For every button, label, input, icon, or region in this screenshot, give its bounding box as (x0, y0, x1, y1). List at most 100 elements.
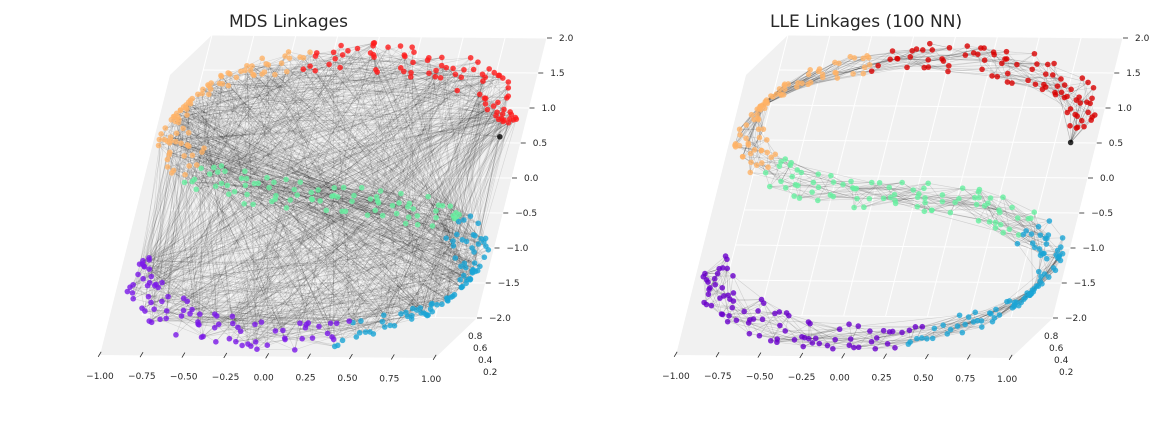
linkage (244, 171, 331, 324)
mds-plot-3d: −1.00 −0.75 −0.50 −0.25 0.00 0.25 0.50 0.75 1.00… (86, 34, 573, 385)
linkage (221, 165, 462, 288)
data-point (892, 200, 899, 207)
linkage (869, 330, 890, 333)
linkage (173, 170, 291, 201)
linkage (759, 335, 805, 338)
linkage (745, 138, 762, 151)
data-point (471, 249, 477, 255)
data-point (906, 327, 913, 334)
linkage (340, 67, 503, 79)
linkage (274, 74, 343, 212)
data-point (173, 130, 180, 137)
data-point (736, 142, 743, 149)
linkage (997, 76, 1065, 86)
linkage (430, 57, 471, 310)
data-point (291, 347, 298, 353)
linkage (978, 207, 1013, 222)
data-point (1073, 125, 1080, 131)
linkage (180, 143, 333, 197)
linkage (198, 256, 485, 325)
linkage (407, 121, 504, 208)
linkage (336, 122, 509, 324)
data-point (875, 62, 881, 69)
data-point (855, 344, 862, 351)
linkage (251, 65, 443, 305)
linkage (188, 101, 467, 281)
linkage (246, 194, 422, 314)
linkage (456, 119, 514, 235)
data-point (733, 317, 740, 324)
data-point (308, 189, 315, 196)
data-point (477, 263, 483, 270)
data-point (333, 320, 340, 327)
linkage (1034, 238, 1048, 289)
linkage (1031, 233, 1040, 250)
linkage (237, 201, 273, 328)
data-point (755, 308, 761, 314)
linkage (183, 61, 478, 108)
linkage (188, 145, 418, 225)
linkage (305, 249, 489, 329)
linkage (808, 67, 908, 85)
linkage (214, 118, 510, 328)
linkage (202, 89, 517, 120)
data-point (851, 204, 857, 211)
data-point (146, 254, 152, 261)
linkage (161, 301, 309, 324)
linkage (441, 65, 475, 253)
linkage (383, 297, 447, 316)
data-point (830, 179, 837, 185)
linkage (373, 54, 432, 305)
data-point (788, 159, 794, 166)
data-point (157, 316, 163, 323)
linkage (148, 179, 287, 259)
linkage (196, 164, 214, 168)
linkage (728, 315, 795, 341)
data-point (726, 313, 732, 319)
linkage (161, 68, 454, 302)
linkage (446, 77, 486, 299)
data-point (1068, 86, 1074, 93)
linkage (854, 57, 870, 66)
linkage (244, 203, 471, 217)
data-point (1049, 72, 1056, 78)
linkage (175, 50, 349, 122)
linkage (1049, 220, 1063, 239)
data-point (135, 271, 141, 278)
linkage (943, 313, 991, 326)
linkage (774, 313, 820, 344)
linkage (286, 207, 386, 328)
data-point (924, 335, 930, 342)
linkage (348, 119, 505, 322)
linkage (275, 198, 465, 264)
data-point (426, 70, 432, 77)
linkage (202, 105, 494, 337)
data-point (461, 217, 467, 223)
linkage (400, 193, 432, 305)
linkage (373, 54, 405, 57)
linkage (300, 181, 379, 204)
linkage (384, 68, 490, 328)
linkage (149, 118, 502, 283)
linkage (372, 45, 514, 121)
data-point (1029, 66, 1036, 73)
linkage (742, 104, 764, 157)
linkage (703, 287, 723, 303)
data-point (164, 164, 171, 170)
linkage (154, 146, 190, 286)
linkage (199, 97, 507, 315)
linkage (198, 205, 451, 325)
linkage (957, 325, 982, 328)
linkage (232, 87, 509, 317)
linkage (227, 72, 357, 338)
data-point (1081, 123, 1087, 130)
linkage (170, 136, 467, 284)
linkage (455, 74, 483, 219)
linkage (750, 162, 769, 168)
linkage (408, 95, 509, 218)
linkage (759, 313, 776, 336)
data-point (313, 50, 320, 56)
data-point (323, 207, 330, 214)
linkage (470, 72, 495, 217)
linkage (201, 93, 234, 324)
